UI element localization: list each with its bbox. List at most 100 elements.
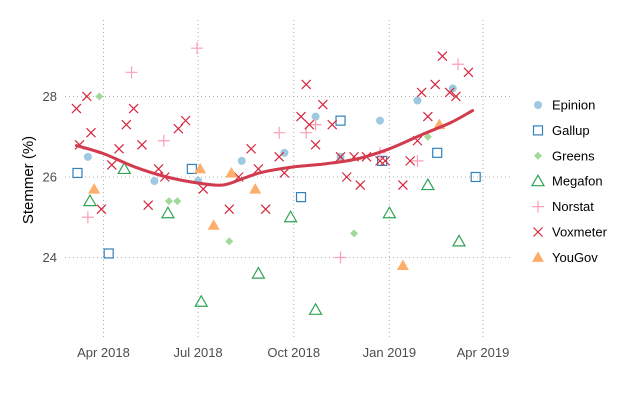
voxmeter-point: [143, 200, 154, 211]
legend-key-greens: [534, 151, 542, 160]
legend-item-norstat: Norstat: [532, 199, 594, 214]
norstat-point: [300, 126, 313, 139]
voxmeter-point: [355, 180, 366, 190]
voxmeter-point: [224, 204, 235, 215]
epinion-point: [280, 148, 289, 157]
x-tick-label: Jul 2018: [174, 345, 223, 360]
gallup-point: [72, 167, 83, 179]
epinion-point: [237, 156, 246, 165]
voxmeter-point: [304, 119, 315, 130]
gallup-point: [377, 155, 388, 166]
legend-item-greens: Greens: [534, 148, 595, 163]
y-tick-label: 26: [43, 169, 57, 184]
voxmeter-point: [463, 67, 474, 78]
legend-label: YouGov: [552, 250, 598, 265]
legend-item-epinion: Epinion: [534, 98, 595, 113]
yougov-point: [207, 219, 220, 230]
voxmeter-point: [451, 91, 461, 102]
epinion-point: [376, 116, 385, 125]
norstat-point: [309, 118, 322, 131]
voxmeter-point: [173, 123, 184, 134]
greens-point: [173, 197, 182, 206]
voxmeter-point: [380, 155, 391, 166]
legend-key-gallup: [532, 125, 544, 136]
megafon-point: [308, 302, 323, 315]
legend-key-voxmeter: [533, 227, 543, 237]
x-tick-label: Oct 2018: [267, 345, 320, 360]
yougov-point: [225, 166, 238, 178]
voxmeter-point: [180, 115, 191, 126]
voxmeter-point: [296, 111, 306, 122]
voxmeter-point: [310, 139, 321, 150]
voxmeter-point: [422, 111, 433, 122]
voxmeter-point: [121, 119, 132, 130]
voxmeter-point: [341, 172, 352, 182]
voxmeter-point: [128, 103, 139, 114]
legend-item-voxmeter: Voxmeter: [533, 225, 608, 240]
legend-label: Norstat: [552, 199, 594, 214]
norstat-point: [157, 134, 170, 147]
gallup-point: [470, 171, 481, 183]
x-tick-label: Apr 2019: [457, 345, 510, 360]
gallup-point: [186, 163, 197, 175]
legend-label: Greens: [552, 148, 595, 163]
legend-label: Megafon: [552, 174, 603, 189]
greens-point: [423, 132, 432, 141]
epinion-point: [448, 84, 457, 93]
megafon-point: [452, 234, 467, 247]
voxmeter-point: [246, 143, 257, 154]
norstat-point: [273, 126, 286, 139]
voxmeter-point: [444, 87, 455, 98]
voxmeter-point: [335, 151, 346, 162]
x-tick-label: Apr 2018: [77, 345, 130, 360]
voxmeter-point: [274, 151, 285, 162]
trend-line-group: [74, 109, 475, 187]
y-tick-label: 28: [43, 89, 57, 104]
yougov-point: [249, 183, 262, 194]
legend-item-megafon: Megafon: [530, 173, 603, 189]
megafon-point: [117, 161, 132, 175]
epinion-point: [311, 112, 320, 121]
data-points: [71, 42, 481, 315]
legend: Epinion Gallup Greens Megafon Norstat Voxmete…: [530, 98, 608, 265]
greens-point: [95, 92, 104, 101]
norstat-point: [411, 154, 424, 167]
voxmeter-point: [327, 119, 338, 130]
gallup-point: [335, 115, 346, 126]
legend-key-megafon: [530, 173, 546, 187]
voxmeter-point: [416, 87, 427, 98]
voxmeter-point: [405, 155, 416, 166]
voxmeter-point: [137, 139, 147, 150]
y-axis-tick-labels: 24 26 28: [43, 89, 57, 265]
voxmeter-point: [153, 164, 164, 174]
voxmeter-point: [437, 51, 448, 62]
voxmeter-point: [86, 127, 96, 138]
norstat-point: [125, 66, 138, 79]
gallup-point: [295, 192, 307, 203]
y-tick-label: 24: [43, 250, 57, 265]
voxmeter-point: [71, 103, 82, 114]
y-axis-title: Stemmer (%): [20, 136, 37, 224]
yougov-point: [88, 183, 101, 194]
epinion-point: [413, 96, 422, 105]
voxmeter-point: [106, 159, 117, 170]
voxmeter-point: [430, 79, 441, 90]
voxmeter-point: [81, 91, 92, 102]
voxmeter-point: [96, 204, 107, 215]
x-tick-label: Jan 2019: [363, 345, 417, 360]
gallup-point: [103, 248, 114, 259]
megafon-point: [160, 206, 175, 219]
megafon-point: [283, 210, 298, 223]
norstat-point: [81, 211, 94, 224]
legend-label: Voxmeter: [552, 225, 608, 240]
megafon-point: [194, 294, 209, 307]
voxmeter-point: [397, 180, 408, 190]
voxmeter-point: [317, 99, 328, 110]
megafon-point: [382, 206, 397, 219]
megafon-point: [82, 193, 97, 207]
voxmeter-point: [301, 79, 312, 90]
yougov-point: [194, 162, 207, 174]
norstat-point: [191, 42, 204, 55]
legend-key-norstat: [532, 200, 544, 213]
